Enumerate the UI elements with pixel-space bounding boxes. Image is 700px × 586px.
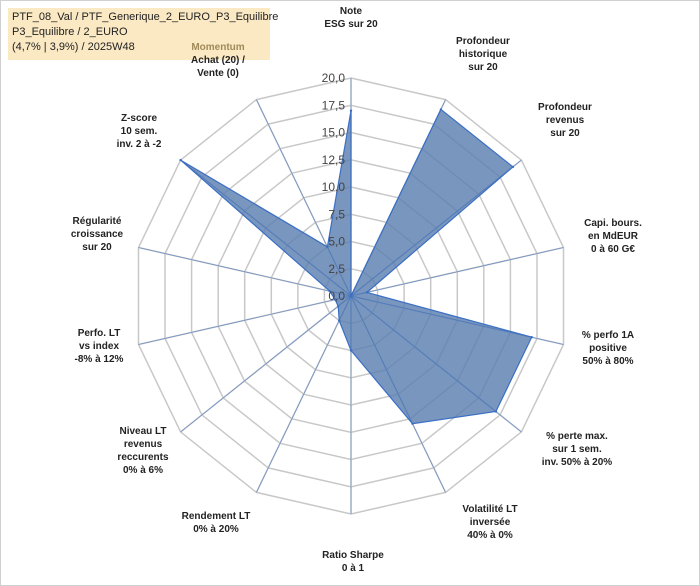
- series-area: [180, 108, 533, 425]
- tick-label-7: 17,5: [322, 98, 346, 112]
- title-line-2: P3_Equilibre / 2_EURO: [12, 26, 128, 38]
- series-spoke-9: [180, 295, 352, 433]
- axis-label-11-line-1: croissance: [71, 229, 124, 240]
- tick-label-3: 7,5: [328, 207, 345, 221]
- axis-label-9-line-3: 0% à 6%: [123, 465, 163, 476]
- data-point-4: [530, 336, 533, 339]
- axis-label-10-line-0: Perfo. LT: [78, 328, 121, 339]
- axis-label-8-line-1: 0% à 20%: [193, 524, 239, 535]
- axis-label-13-line-2: Vente (0): [197, 68, 239, 79]
- axis-label-12-line-0: Z-score: [121, 113, 158, 124]
- axis-label-2-line-1: revenus: [546, 115, 585, 126]
- axis-label-4-line-2: 50% à 80%: [582, 356, 633, 367]
- axis-label-7: Ratio Sharpe 0 à 1: [322, 550, 384, 574]
- axis-label-5-line-2: inv. 50% à 20%: [542, 457, 613, 468]
- axis-label-6-line-1: inversée: [470, 517, 511, 528]
- axis-label-1-line-1: historique: [459, 49, 508, 60]
- data-point-1: [439, 108, 443, 111]
- axis-label-13-line-1: Achat (20) /: [191, 55, 245, 66]
- tick-label-6: 15,0: [322, 126, 346, 140]
- axis-label-1-line-0: Profondeur: [456, 36, 510, 47]
- data-point-13: [326, 245, 329, 249]
- axis-label-11-line-2: sur 20: [82, 242, 112, 253]
- axis-label-4-line-0: % perfo 1A: [582, 330, 634, 341]
- axis-label-4-line-1: positive: [589, 343, 627, 354]
- series-spoke-4: [350, 295, 564, 345]
- axis-label-13-line-0: Momentum: [191, 42, 244, 53]
- series-spoke-6: [350, 295, 446, 493]
- series-spoke-1: [350, 99, 446, 297]
- axis-label-0-line-1: ESG sur 20: [324, 19, 378, 30]
- data-point-8: [338, 319, 341, 322]
- series-spoke-5: [350, 295, 522, 433]
- axis-label-10-line-2: -8% à 12%: [75, 354, 124, 365]
- data-point-2: [511, 165, 515, 169]
- axis-label-3-line-1: en MdEUR: [588, 231, 639, 242]
- axis-label-2-line-2: sur 20: [550, 128, 580, 139]
- axis-label-0: Note ESG sur 20: [324, 6, 378, 30]
- series-spoke-3: [350, 247, 564, 297]
- axis-label-1: Profondeur historique sur 20: [456, 36, 510, 73]
- data-point-11: [328, 289, 331, 293]
- data-point-12: [179, 158, 182, 162]
- series-spoke-13: [256, 99, 352, 297]
- axis-label-6-line-0: Volatilité LT: [462, 504, 517, 515]
- axis-label-9: Niveau LT revenus reccurents 0% à 6%: [117, 426, 169, 476]
- axis-label-3-line-0: Capi. bours.: [584, 218, 642, 229]
- data-point-10: [333, 298, 337, 301]
- axis-label-7-line-0: Ratio Sharpe: [322, 550, 384, 561]
- axis-label-3-line-2: 0 à 60 G€: [591, 244, 635, 255]
- series-spoke-10: [138, 295, 352, 345]
- axis-label-3: Capi. bours. en MdEUR 0 à 60 G€: [584, 218, 642, 255]
- tick-label-8: 20,0: [322, 71, 346, 85]
- axis-label-9-line-1: revenus: [124, 439, 163, 450]
- data-point-5: [494, 410, 498, 413]
- axis-label-12: Z-score 10 sem. inv. 2 à -2: [117, 113, 162, 150]
- series-spoke-11: [138, 247, 352, 297]
- axis-label-9-line-2: reccurents: [117, 452, 169, 463]
- series-spoke-12: [180, 159, 352, 297]
- axis-label-12-line-2: inv. 2 à -2: [117, 139, 162, 150]
- axis-label-5-line-0: % perte max.: [546, 431, 608, 442]
- data-point-9: [337, 305, 340, 308]
- tick-label-5: 12,5: [322, 153, 346, 167]
- axis-label-13: Momentum Achat (20) / Vente (0): [191, 42, 245, 79]
- axis-label-11-line-0: Régularité: [73, 216, 122, 227]
- series-spoke-2: [350, 159, 522, 297]
- axis-label-2: Profondeur revenus sur 20: [538, 102, 592, 139]
- axis-label-6-line-2: 40% à 0%: [467, 530, 513, 541]
- axis-label-10: Perfo. LT vs index -8% à 12%: [75, 328, 124, 365]
- axis-label-10-line-1: vs index: [79, 341, 119, 352]
- axis-label-0-line-0: Note: [340, 6, 363, 17]
- axis-label-12-line-1: 10 sem.: [121, 126, 158, 137]
- axis-label-11: Régularité croissance sur 20: [71, 216, 124, 253]
- axis-label-8: Rendement LT 0% à 20%: [182, 511, 251, 535]
- axis-label-6: Volatilité LT inversée 40% à 0%: [462, 504, 517, 541]
- tick-label-2: 5,0: [328, 235, 345, 249]
- axis-label-8-line-0: Rendement LT: [182, 511, 251, 522]
- data-point-6: [411, 422, 414, 425]
- data-point-7: [349, 349, 353, 352]
- axis-label-7-line-1: 0 à 1: [342, 563, 365, 574]
- series-spokes: [138, 78, 564, 514]
- data-point-3: [365, 291, 369, 294]
- data-point-0: [349, 294, 353, 298]
- axis-label-2-line-0: Profondeur: [538, 102, 592, 113]
- tick-label-1: 2,5: [328, 262, 345, 276]
- axis-label-4: % perfo 1A positive 50% à 80%: [582, 330, 634, 367]
- tick-label-0: 0,0: [328, 289, 345, 303]
- tick-label-4: 10,0: [322, 180, 346, 194]
- axis-label-5: % perte max. sur 1 sem. inv. 50% à 20%: [542, 431, 613, 468]
- chart-title-box: PTF_08_Val / PTF_Generique_2_EURO_P3_Equ…: [8, 8, 279, 60]
- data-point-14: [349, 109, 353, 112]
- tick-labels: 0,0 2,5 5,0 7,5 10,0 12,5 15,0 17,5 20,0: [322, 71, 346, 303]
- axis-label-9-line-0: Niveau LT: [119, 426, 166, 437]
- axis-label-1-line-2: sur 20: [468, 62, 498, 73]
- title-line-1: PTF_08_Val / PTF_Generique_2_EURO_P3_Equ…: [12, 11, 279, 23]
- series-spoke-8: [256, 295, 352, 493]
- axis-label-5-line-1: sur 1 sem.: [552, 444, 602, 455]
- title-line-3: (4,7% | 3,9%) / 2025W48: [12, 41, 135, 53]
- axis-labels: Note ESG sur 20 Profondeur historique sur 20…: [71, 6, 642, 574]
